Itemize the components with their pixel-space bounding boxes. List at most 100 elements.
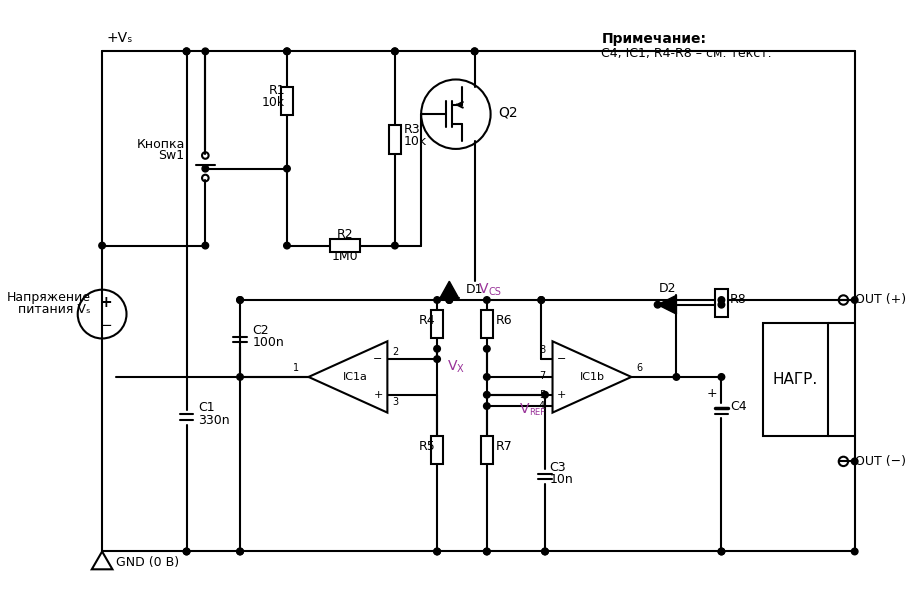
Text: V: V bbox=[449, 359, 458, 373]
Bar bbox=[388, 125, 401, 154]
Text: −: − bbox=[373, 354, 383, 364]
Circle shape bbox=[542, 548, 548, 555]
Text: V: V bbox=[520, 402, 529, 416]
Text: 330n: 330n bbox=[197, 413, 229, 427]
Circle shape bbox=[202, 166, 208, 172]
Text: +: + bbox=[100, 295, 112, 310]
Text: R8: R8 bbox=[730, 293, 747, 305]
Circle shape bbox=[718, 548, 725, 555]
Circle shape bbox=[484, 548, 490, 555]
Circle shape bbox=[237, 548, 243, 555]
Circle shape bbox=[718, 301, 725, 308]
Polygon shape bbox=[657, 295, 676, 314]
Circle shape bbox=[184, 548, 190, 555]
Circle shape bbox=[434, 346, 441, 352]
Text: +: + bbox=[373, 390, 383, 400]
Circle shape bbox=[283, 48, 291, 55]
Circle shape bbox=[472, 48, 478, 55]
Circle shape bbox=[391, 48, 399, 55]
Circle shape bbox=[718, 548, 725, 555]
Text: НАГР.: НАГР. bbox=[773, 372, 818, 387]
Text: 8: 8 bbox=[539, 345, 545, 355]
Circle shape bbox=[391, 242, 399, 249]
Circle shape bbox=[237, 297, 243, 303]
Text: 5: 5 bbox=[538, 390, 545, 400]
Text: GND (0 B): GND (0 B) bbox=[116, 556, 179, 569]
Text: C2: C2 bbox=[252, 323, 269, 337]
Bar bbox=[431, 310, 443, 338]
Polygon shape bbox=[309, 341, 388, 413]
Circle shape bbox=[484, 346, 490, 352]
Bar bbox=[281, 87, 293, 115]
Bar bbox=[431, 436, 443, 464]
Circle shape bbox=[184, 48, 190, 55]
Circle shape bbox=[434, 548, 441, 555]
Circle shape bbox=[484, 374, 490, 380]
Text: +: + bbox=[558, 390, 567, 400]
Text: R2: R2 bbox=[337, 228, 354, 241]
Text: CS: CS bbox=[489, 287, 502, 298]
Text: IC1a: IC1a bbox=[343, 372, 368, 382]
Text: R1: R1 bbox=[269, 84, 285, 97]
Circle shape bbox=[434, 297, 441, 303]
Circle shape bbox=[484, 548, 490, 555]
Text: Sw1: Sw1 bbox=[158, 149, 185, 162]
Circle shape bbox=[538, 297, 545, 303]
Text: 10k: 10k bbox=[262, 97, 285, 109]
Circle shape bbox=[542, 548, 548, 555]
Text: Кнопка: Кнопка bbox=[136, 138, 185, 151]
Circle shape bbox=[184, 48, 190, 55]
Circle shape bbox=[852, 548, 858, 555]
Text: C4: C4 bbox=[730, 400, 747, 413]
Text: 6: 6 bbox=[636, 362, 643, 373]
Text: Напряжение: Напряжение bbox=[6, 290, 90, 304]
Text: V: V bbox=[479, 282, 489, 296]
Text: C3: C3 bbox=[549, 461, 567, 473]
Text: D2: D2 bbox=[658, 282, 675, 295]
Circle shape bbox=[283, 166, 291, 172]
Text: 3: 3 bbox=[392, 397, 398, 407]
Text: R5: R5 bbox=[419, 440, 435, 453]
Circle shape bbox=[283, 48, 291, 55]
Text: Примечание:: Примечание: bbox=[601, 32, 707, 46]
Text: REF: REF bbox=[529, 408, 545, 417]
Circle shape bbox=[852, 297, 858, 303]
Circle shape bbox=[484, 403, 490, 409]
Polygon shape bbox=[440, 281, 459, 298]
Text: Q2: Q2 bbox=[498, 106, 517, 119]
Text: +Vₛ: +Vₛ bbox=[107, 31, 133, 45]
Circle shape bbox=[673, 374, 680, 380]
Text: R3: R3 bbox=[403, 123, 420, 136]
Text: X: X bbox=[457, 364, 463, 374]
Bar bbox=[481, 310, 493, 338]
Circle shape bbox=[237, 374, 243, 380]
Circle shape bbox=[484, 297, 490, 303]
Text: −: − bbox=[100, 318, 112, 333]
Text: 1: 1 bbox=[293, 362, 299, 373]
Text: D1: D1 bbox=[465, 283, 483, 296]
Circle shape bbox=[283, 242, 291, 249]
Text: R4: R4 bbox=[419, 314, 435, 327]
Circle shape bbox=[237, 548, 243, 555]
Circle shape bbox=[718, 374, 725, 380]
Circle shape bbox=[538, 297, 545, 303]
Text: OUT (−): OUT (−) bbox=[855, 455, 906, 468]
Bar bbox=[330, 239, 360, 251]
Circle shape bbox=[237, 297, 243, 303]
Circle shape bbox=[434, 356, 441, 362]
Text: IC1b: IC1b bbox=[579, 372, 604, 382]
Text: питания Vₛ: питания Vₛ bbox=[18, 303, 90, 316]
Text: 7: 7 bbox=[538, 371, 545, 381]
Circle shape bbox=[99, 242, 105, 249]
Circle shape bbox=[484, 391, 490, 398]
Text: OUT (+): OUT (+) bbox=[855, 293, 906, 307]
Text: 10n: 10n bbox=[549, 473, 573, 486]
Bar bbox=[762, 323, 828, 436]
Text: +: + bbox=[707, 388, 717, 400]
Circle shape bbox=[184, 548, 190, 555]
Text: C1: C1 bbox=[197, 401, 215, 415]
Bar bbox=[716, 289, 728, 317]
Circle shape bbox=[202, 48, 208, 55]
Circle shape bbox=[391, 48, 399, 55]
Circle shape bbox=[202, 242, 208, 249]
